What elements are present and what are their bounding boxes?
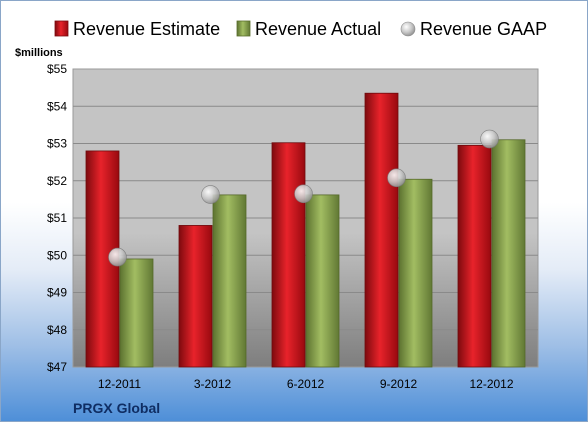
bar-revenue-actual xyxy=(491,139,526,368)
legend: Revenue Estimate Revenue Actual Revenue … xyxy=(54,19,547,39)
company-name: PRGX Global xyxy=(73,400,160,416)
gaap-marker xyxy=(201,185,220,204)
x-tick-label: 9-2012 xyxy=(380,377,418,391)
bar-revenue-estimate xyxy=(178,225,213,368)
x-axis-ticks: 12-2011 3-2012 6-2012 9-2012 12-2012 xyxy=(98,377,514,391)
bar-revenue-actual xyxy=(212,194,247,368)
gaap-markers xyxy=(108,129,499,267)
gaap-marker xyxy=(294,184,313,204)
legend-marker-gaap xyxy=(400,21,416,37)
bar-revenue-actual xyxy=(398,178,433,368)
legend-label-gaap: Revenue GAAP xyxy=(420,19,547,39)
bar-revenue-actual xyxy=(119,258,154,368)
bar-revenue-estimate xyxy=(457,144,492,368)
legend-swatch-actual xyxy=(236,20,251,37)
legend-swatch-estimate xyxy=(54,20,69,37)
gaap-marker xyxy=(108,247,127,267)
legend-item-revenue-gaap: Revenue GAAP xyxy=(400,19,547,39)
y-axis-ticks: $47 $48 $49 $50 $51 $52 $53 $54 $55 xyxy=(47,62,67,374)
y-tick-label: $48 xyxy=(47,323,67,337)
bar-revenue-estimate xyxy=(271,142,306,368)
gaap-marker xyxy=(480,129,499,149)
legend-item-revenue-estimate: Revenue Estimate xyxy=(54,19,220,39)
legend-item-revenue-actual: Revenue Actual xyxy=(236,19,381,39)
x-tick-label: 6-2012 xyxy=(287,377,325,391)
x-tick-label: 12-2012 xyxy=(469,377,513,391)
y-tick-label: $53 xyxy=(47,137,67,151)
legend-label-estimate: Revenue Estimate xyxy=(73,19,220,39)
y-axis-unit-label: $millions xyxy=(15,47,63,59)
x-tick-label: 12-2011 xyxy=(98,377,141,391)
bar-revenue-estimate xyxy=(364,92,399,368)
y-tick-label: $55 xyxy=(47,62,67,76)
y-tick-label: $50 xyxy=(47,248,67,262)
legend-label-actual: Revenue Actual xyxy=(255,19,381,39)
y-tick-label: $52 xyxy=(47,174,67,188)
y-tick-label: $47 xyxy=(47,360,67,374)
y-tick-label: $54 xyxy=(47,99,67,113)
gaap-marker xyxy=(387,168,406,188)
y-tick-label: $51 xyxy=(47,211,67,225)
bar-revenue-actual xyxy=(305,194,340,368)
x-tick-label: 3-2012 xyxy=(194,377,232,391)
y-tick-label: $49 xyxy=(47,286,67,300)
